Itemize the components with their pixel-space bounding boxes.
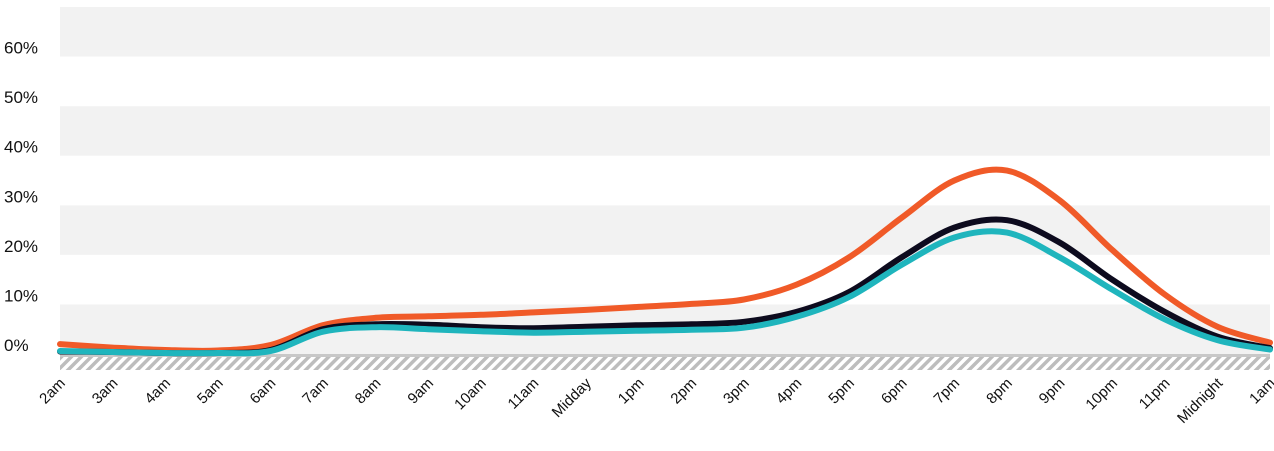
grid-band (60, 155, 1270, 206)
baseline-hatch (60, 354, 1270, 370)
grid-bands (60, 7, 1270, 354)
x-tick-label: 9pm (1036, 375, 1069, 408)
series-line-1 (57, 166, 1273, 354)
hatch-strip (60, 356, 1270, 370)
x-tick-label: 11am (505, 375, 543, 413)
series-line-3 (57, 228, 1273, 357)
x-tick-label: 7am (299, 375, 332, 408)
x-tick-label: 6am (247, 375, 280, 408)
x-tick-label: 4pm (773, 375, 806, 408)
x-tick-label: 5pm (825, 375, 858, 408)
x-tick-label: 1pm (615, 375, 648, 408)
y-tick-label: 10% (4, 286, 38, 305)
grid-band (60, 106, 1270, 156)
x-tick-label: 9am (404, 375, 437, 408)
x-tick-label: 7pm (931, 375, 964, 408)
x-tick-label: 6pm (878, 375, 911, 408)
series-lines (57, 166, 1273, 357)
y-tick-label: 60% (4, 39, 38, 58)
x-tick-label: 4am (141, 375, 174, 408)
y-tick-label: 20% (4, 237, 38, 256)
grid-band (60, 7, 1270, 57)
y-tick-label: 0% (4, 336, 29, 355)
x-tick-label: 2pm (667, 375, 700, 408)
x-tick-label: 10pm (1082, 375, 1121, 414)
x-tick-label: 11pm (1136, 375, 1174, 413)
x-tick-label: 5am (194, 375, 227, 408)
y-axis: 0% 10% 20% 30% 40% 50% 60% (4, 39, 38, 355)
x-tick-label: 8pm (983, 375, 1016, 408)
x-tick-label: 8am (352, 375, 385, 408)
y-tick-label: 30% (4, 187, 38, 206)
baseline (60, 354, 1270, 357)
y-tick-label: 40% (4, 138, 38, 157)
x-tick-label: Midnight (1174, 374, 1227, 427)
x-tick-label: 3am (89, 375, 122, 408)
x-tick-label: 3pm (720, 375, 753, 408)
y-tick-label: 50% (4, 88, 38, 107)
x-tick-label: 1am (1246, 375, 1274, 408)
x-tick-label: 10am (451, 375, 490, 414)
grid-band (60, 56, 1270, 107)
x-axis: 2am 3am 4am 5am 6am 7am 8am 9am 10am 11am Midday 1p… (36, 374, 1274, 427)
x-tick-label: 2am (36, 375, 69, 408)
x-tick-label: Midday (549, 374, 596, 421)
